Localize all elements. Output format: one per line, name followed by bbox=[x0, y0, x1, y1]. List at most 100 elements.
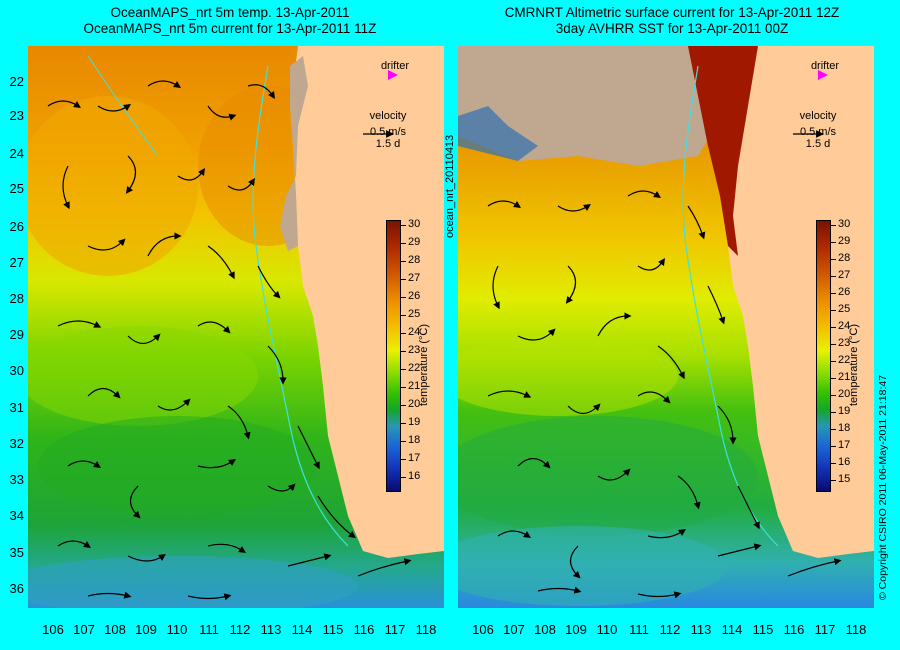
lon-label: 113 bbox=[690, 622, 712, 637]
lon-label: 114 bbox=[291, 622, 313, 637]
lon-label: 118 bbox=[845, 622, 867, 637]
lat-label: 35 bbox=[9, 545, 24, 560]
lon-label: 107 bbox=[73, 622, 95, 637]
lon-label: 111 bbox=[629, 622, 649, 637]
lon-label: 117 bbox=[814, 622, 836, 637]
lon-label: 106 bbox=[42, 622, 64, 637]
australia-land bbox=[290, 46, 444, 558]
right-drifter-label: drifter bbox=[810, 60, 840, 72]
lon-label: 112 bbox=[229, 622, 251, 637]
cbar-tick: 17 bbox=[830, 439, 851, 451]
cbar-tick: 27 bbox=[400, 272, 421, 284]
lon-label: 108 bbox=[104, 622, 126, 637]
right-velocity-scale: 0.5 m/s bbox=[799, 126, 837, 138]
cbar-tick: 25 bbox=[400, 308, 421, 320]
warm-coastal-water bbox=[688, 46, 758, 256]
right-map-svg bbox=[458, 46, 874, 608]
lon-label: 116 bbox=[353, 622, 375, 637]
cbar-tick: 27 bbox=[830, 269, 851, 281]
cbar-tick: 30 bbox=[400, 218, 421, 230]
right-colorbar-label: temperature (°C) bbox=[848, 323, 860, 406]
left-title-line1: OceanMAPS_nrt 5m temp. 13-Apr-2011 bbox=[110, 5, 350, 20]
cbar-tick: 18 bbox=[830, 422, 851, 434]
lat-label: 30 bbox=[9, 363, 24, 378]
lon-label: 107 bbox=[503, 622, 525, 637]
lat-label: 28 bbox=[9, 291, 24, 306]
right-map-panel: drifter velocity 0.5 m/s 1.5 d 30 29 28 … bbox=[458, 46, 874, 608]
right-title-line2: 3day AVHRR SST for 13-Apr-2011 00Z bbox=[555, 21, 789, 36]
cbar-tick: 29 bbox=[830, 235, 851, 247]
cbar-tick: 19 bbox=[830, 405, 851, 417]
cbar-tick: 22 bbox=[400, 362, 421, 374]
cbar-tick: 21 bbox=[400, 380, 421, 392]
cbar-tick: 30 bbox=[830, 218, 851, 230]
drifter-marker bbox=[388, 70, 398, 80]
right-velocity-time: 1.5 d bbox=[805, 138, 831, 150]
lon-label: 118 bbox=[415, 622, 437, 637]
lat-label: 23 bbox=[9, 108, 24, 123]
cbar-tick: 26 bbox=[400, 290, 421, 302]
cbar-tick: 24 bbox=[830, 320, 851, 332]
cbar-tick: 21 bbox=[830, 371, 851, 383]
lon-label: 117 bbox=[384, 622, 406, 637]
copyright-label: © Copyright CSIRO 2011 06-May-2011 21:18… bbox=[877, 374, 889, 600]
lon-label: 115 bbox=[322, 622, 344, 637]
cbar-tick: 28 bbox=[400, 254, 421, 266]
lon-label: 114 bbox=[721, 622, 743, 637]
lat-label: 32 bbox=[9, 436, 24, 451]
cbar-tick: 16 bbox=[400, 470, 421, 482]
lat-label: 26 bbox=[9, 219, 24, 234]
peninsula-land bbox=[280, 56, 308, 251]
run-id-label: ocean_nrt_20110413 bbox=[444, 134, 456, 238]
lon-label: 109 bbox=[565, 622, 587, 637]
cbar-tick: 29 bbox=[400, 236, 421, 248]
left-velocity-scale: 0.5 m/s bbox=[369, 126, 407, 138]
drifter-marker bbox=[818, 70, 828, 80]
cbar-tick: 20 bbox=[400, 398, 421, 410]
left-title-line2: OceanMAPS_nrt 5m current for 13-Apr-2011… bbox=[83, 21, 377, 36]
right-velocity-label: velocity bbox=[799, 110, 837, 122]
lon-label: 112 bbox=[659, 622, 681, 637]
current-vectors bbox=[487, 190, 842, 599]
lat-label: 34 bbox=[9, 508, 24, 523]
lon-label: 106 bbox=[472, 622, 494, 637]
lat-label: 29 bbox=[9, 327, 24, 342]
lon-label: 108 bbox=[534, 622, 556, 637]
lon-label: 116 bbox=[783, 622, 805, 637]
lat-label: 22 bbox=[9, 74, 24, 89]
cbar-tick: 16 bbox=[830, 456, 851, 468]
cbar-tick: 23 bbox=[830, 337, 851, 349]
left-drifter-label: drifter bbox=[380, 60, 410, 72]
lon-label: 115 bbox=[752, 622, 774, 637]
bathymetry-contour bbox=[252, 65, 349, 547]
left-panel-title: OceanMAPS_nrt 5m temp. 13-Apr-2011 Ocean… bbox=[20, 5, 440, 37]
cbar-tick: 26 bbox=[830, 286, 851, 298]
cbar-tick: 23 bbox=[400, 344, 421, 356]
left-colorbar-label: temperature (°C) bbox=[418, 323, 430, 406]
left-velocity-time: 1.5 d bbox=[375, 138, 401, 150]
lat-label: 25 bbox=[9, 181, 24, 196]
australia-land bbox=[720, 46, 874, 558]
lat-label: 24 bbox=[9, 146, 24, 161]
cloud-mask bbox=[458, 46, 738, 166]
cbar-tick: 28 bbox=[830, 252, 851, 264]
cbar-tick: 24 bbox=[400, 326, 421, 338]
left-map-panel: drifter velocity 0.5 m/s 1.5 d 30 29 28 … bbox=[28, 46, 444, 608]
lon-label: 109 bbox=[135, 622, 157, 637]
lon-label: 110 bbox=[596, 622, 618, 637]
lat-label: 33 bbox=[9, 472, 24, 487]
cbar-tick: 22 bbox=[830, 354, 851, 366]
lon-label: 113 bbox=[260, 622, 282, 637]
cbar-tick: 18 bbox=[400, 434, 421, 446]
current-vectors bbox=[47, 80, 412, 601]
lat-label: 36 bbox=[9, 581, 24, 596]
cbar-tick: 19 bbox=[400, 416, 421, 428]
lon-label: 110 bbox=[166, 622, 188, 637]
cbar-tick: 25 bbox=[830, 303, 851, 315]
right-panel-title: CMRNRT Altimetric surface current for 13… bbox=[452, 5, 892, 37]
lat-label: 27 bbox=[9, 255, 24, 270]
cbar-tick: 15 bbox=[830, 473, 851, 485]
cbar-tick: 20 bbox=[830, 388, 851, 400]
right-title-line1: CMRNRT Altimetric surface current for 13… bbox=[504, 5, 840, 20]
lat-label: 31 bbox=[9, 400, 24, 415]
